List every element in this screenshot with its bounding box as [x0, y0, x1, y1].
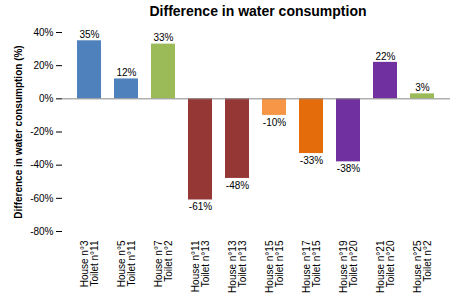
svg-text:House n°7Toilet n°2: House n°7Toilet n°2 — [153, 240, 174, 287]
svg-text:-33%: -33% — [300, 155, 323, 166]
svg-text:House n°15Toilet n°15: House n°15Toilet n°15 — [264, 240, 285, 293]
svg-text:House n°21Toilet n°20: House n°21Toilet n°20 — [375, 240, 396, 293]
svg-text:Difference in water consumptio: Difference in water consumption (%) — [13, 45, 24, 218]
svg-text:-20%: -20% — [30, 126, 53, 137]
svg-text:40%: 40% — [33, 27, 53, 38]
svg-text:House n°11Toilet n°13: House n°11Toilet n°13 — [190, 240, 211, 292]
svg-text:22%: 22% — [375, 51, 395, 62]
svg-text:-10%: -10% — [263, 117, 286, 128]
svg-text:35%: 35% — [79, 29, 99, 40]
svg-text:House n°25Toilet n°2: House n°25Toilet n°2 — [412, 240, 433, 293]
svg-text:0%: 0% — [39, 93, 54, 104]
svg-text:House n°3Toilet n°11: House n°3Toilet n°11 — [79, 240, 100, 287]
svg-text:-40%: -40% — [30, 159, 53, 170]
svg-text:-61%: -61% — [189, 201, 212, 212]
svg-text:-38%: -38% — [337, 163, 360, 174]
svg-text:12%: 12% — [116, 67, 136, 78]
svg-text:3%: 3% — [415, 82, 430, 93]
svg-text:-48%: -48% — [226, 180, 249, 191]
svg-text:20%: 20% — [33, 60, 53, 71]
svg-text:-80%: -80% — [30, 226, 53, 237]
svg-text:House n°17Toilet n°15: House n°17Toilet n°15 — [301, 240, 322, 293]
svg-text:-60%: -60% — [30, 193, 53, 204]
svg-text:House n°19Toilet n°20: House n°19Toilet n°20 — [338, 240, 359, 293]
html-text:Difference in water consumptio: Difference in water consumption — [149, 3, 367, 19]
svg-text:House n°5Toilet n°11: House n°5Toilet n°11 — [116, 240, 137, 287]
svg-text:33%: 33% — [153, 32, 173, 43]
svg-text:House n°13Toilet n°13: House n°13Toilet n°13 — [227, 240, 248, 293]
